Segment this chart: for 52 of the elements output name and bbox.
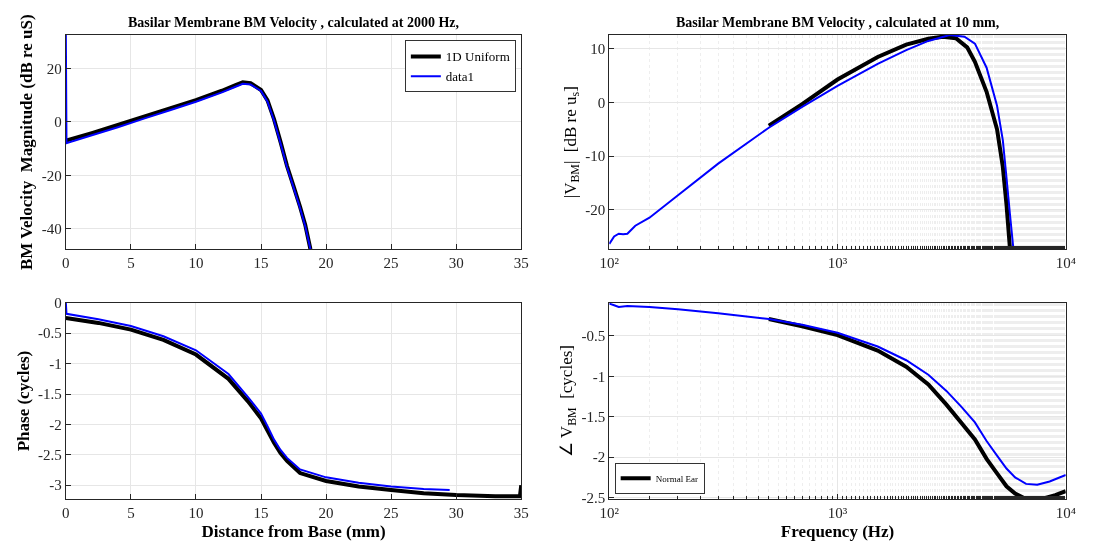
y-tick-label: -10: [585, 148, 606, 165]
y-tick-label: 10: [590, 41, 606, 58]
legend-label: data1: [445, 69, 475, 85]
y-tick-label: -20: [585, 201, 606, 218]
y-tick-label: 0: [54, 295, 62, 312]
x-tick-label: 5: [127, 255, 135, 272]
x-axis-title: Frequency (Hz): [780, 521, 895, 541]
x-tick-label: 25: [383, 255, 399, 272]
y-tick-label: -1.5: [38, 386, 62, 403]
x-tick-label: 30: [448, 255, 464, 272]
y-tick-label: -2: [49, 416, 62, 433]
y-tick-label: -1: [592, 368, 606, 385]
x-tick-label: 15: [253, 255, 269, 272]
x-tick-label: 25: [383, 505, 399, 522]
legend-label: 1D Uniform: [445, 49, 510, 65]
line-series: [65, 302, 451, 492]
line-series: [65, 35, 312, 250]
x-tick-label: 5: [127, 505, 135, 522]
x-tick-label: 20: [318, 255, 334, 272]
y-tick-label: -0.5: [38, 325, 62, 342]
x-tick-label: 10: [188, 505, 204, 522]
chart-title: Basilar Membrane BM Velocity , calculated at 2000 Hz,: [128, 15, 460, 30]
legend-label: Normal Ear: [655, 473, 698, 484]
x-tick-label: 10²: [599, 505, 620, 522]
y-tick-label: 0: [597, 94, 606, 111]
line-series: [65, 316, 522, 499]
x-tick-label: 10³: [827, 255, 848, 272]
y-axis-title: Phase (cycles): [13, 350, 33, 452]
x-tick-label: 10²: [599, 255, 620, 272]
y-tick-label: -40: [41, 221, 62, 238]
x-tick-label: 10³: [827, 505, 848, 522]
x-tick-label: 30: [448, 505, 464, 522]
y-tick-label: 0: [54, 114, 62, 131]
x-axis-title: Distance from Base (mm): [201, 521, 386, 541]
chart-title: Basilar Membrane BM Velocity , calculated at 10 mm,: [676, 15, 1000, 30]
y-tick-label: -2.5: [581, 489, 606, 506]
y-tick-label: -20: [41, 167, 62, 184]
x-tick-label: 35: [513, 505, 529, 522]
y-tick-label: -2.5: [38, 447, 62, 464]
x-tick-label: 15: [253, 505, 269, 522]
x-tick-label: 10⁴: [1055, 505, 1076, 522]
x-tick-label: 10⁴: [1055, 255, 1076, 272]
y-axis-title: BM Velocity Magnitude (dB re uS): [17, 14, 37, 270]
x-tick-label: 10: [188, 255, 204, 272]
y-tick-label: -1.5: [581, 409, 606, 426]
y-tick-label: -2: [592, 449, 606, 466]
y-tick-label: 20: [46, 60, 62, 77]
x-tick-label: 20: [318, 505, 334, 522]
y-tick-label: -1: [49, 355, 62, 372]
y-tick-label: -0.5: [581, 328, 606, 345]
y-tick-label: -3: [49, 477, 62, 494]
x-tick-label: 35: [513, 255, 529, 272]
